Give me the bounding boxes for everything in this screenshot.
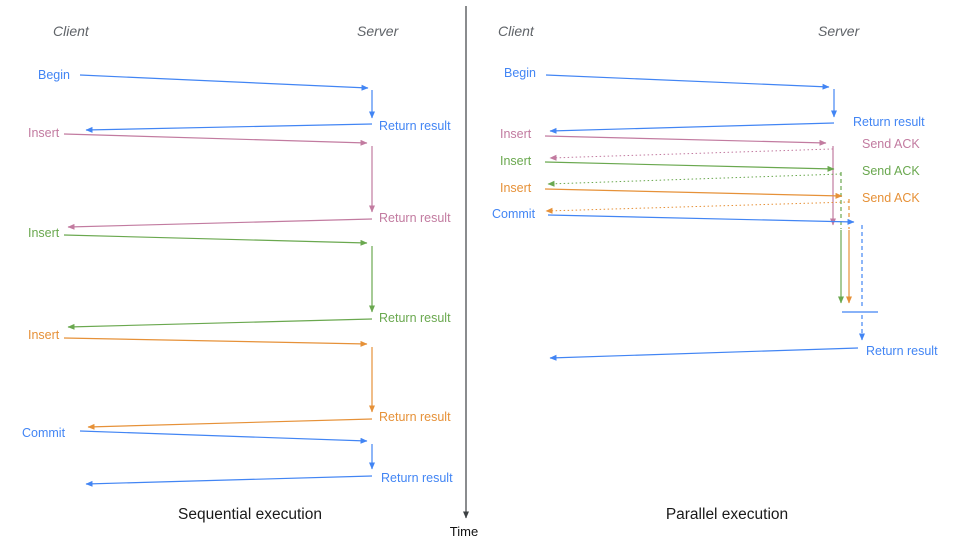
par-insert1-ack-label: Send ACK (862, 137, 920, 151)
par-begin-label: Begin (504, 66, 536, 80)
par-insert3-ack-arrow (545, 201, 850, 214)
seq-insert1-exchange: Insert Return result (28, 126, 451, 230)
par-insert3-request-arrow (544, 188, 843, 199)
par-commit-response-arrow (549, 347, 859, 361)
seq-commit-label: Commit (22, 426, 66, 440)
seq-insert1-response-label: Return result (379, 211, 451, 225)
par-insert3-exchange: Insert Send ACK (500, 181, 920, 304)
sequential-diagram: Client Server Begin Return result Insert… (22, 23, 453, 523)
seq-insert2-response-arrow (67, 318, 373, 330)
seq-begin-response-arrow (85, 123, 373, 133)
par-insert3-label: Insert (500, 181, 532, 195)
seq-commit-response-arrow (85, 475, 373, 487)
par-begin-request-arrow (545, 74, 830, 90)
par-insert1-exchange: Insert Send ACK (500, 127, 920, 226)
seq-insert3-request-arrow (63, 337, 368, 347)
par-insert1-request-arrow (544, 135, 827, 146)
parallel-title: Parallel execution (666, 506, 788, 523)
par-commit-request-arrow (547, 214, 855, 225)
time-axis: Time (450, 6, 478, 539)
seq-insert3-response-arrow (87, 418, 373, 430)
seq-insert1-label: Insert (28, 126, 60, 140)
par-begin-response-label: Return result (853, 115, 925, 129)
par-server-header: Server (818, 23, 861, 39)
par-insert2-exchange: Insert Send ACK (500, 154, 920, 304)
par-insert2-ack-arrow (547, 173, 842, 187)
par-insert3-ack-label: Send ACK (862, 191, 920, 205)
seq-insert1-request-arrow (63, 133, 368, 146)
par-insert2-request-arrow (544, 161, 835, 172)
sequential-title: Sequential execution (178, 506, 322, 523)
par-begin-response-arrow (549, 122, 835, 134)
par-commit-response-label: Return result (866, 344, 938, 358)
par-insert2-ack-label: Send ACK (862, 164, 920, 178)
par-insert1-ack-arrow (549, 148, 834, 161)
par-insert2-label: Insert (500, 154, 532, 168)
par-commit-label: Commit (492, 207, 536, 221)
seq-client-header: Client (53, 23, 90, 39)
seq-insert2-response-label: Return result (379, 311, 451, 325)
seq-begin-label: Begin (38, 68, 70, 82)
seq-server-header: Server (357, 23, 400, 39)
seq-begin-response-label: Return result (379, 119, 451, 133)
seq-insert3-label: Insert (28, 328, 60, 342)
seq-begin-request-arrow (79, 74, 369, 91)
seq-insert2-label: Insert (28, 226, 60, 240)
time-axis-label: Time (450, 524, 478, 539)
seq-commit-exchange: Commit Return result (22, 426, 453, 487)
par-begin-exchange: Begin Return result (504, 66, 925, 134)
par-client-header: Client (498, 23, 535, 39)
seq-commit-response-label: Return result (381, 471, 453, 485)
seq-insert3-response-label: Return result (379, 410, 451, 424)
seq-insert3-exchange: Insert Return result (28, 328, 451, 430)
par-insert1-label: Insert (500, 127, 532, 141)
seq-insert2-exchange: Insert Return result (28, 226, 451, 330)
seq-insert2-request-arrow (63, 234, 368, 246)
par-commit-exchange: Commit Return result (492, 207, 938, 361)
seq-begin-exchange: Begin Return result (38, 68, 451, 133)
parallel-diagram: Client Server Begin Return result Insert… (492, 23, 938, 523)
seq-insert1-response-arrow (67, 218, 373, 230)
seq-commit-request-arrow (79, 430, 368, 444)
